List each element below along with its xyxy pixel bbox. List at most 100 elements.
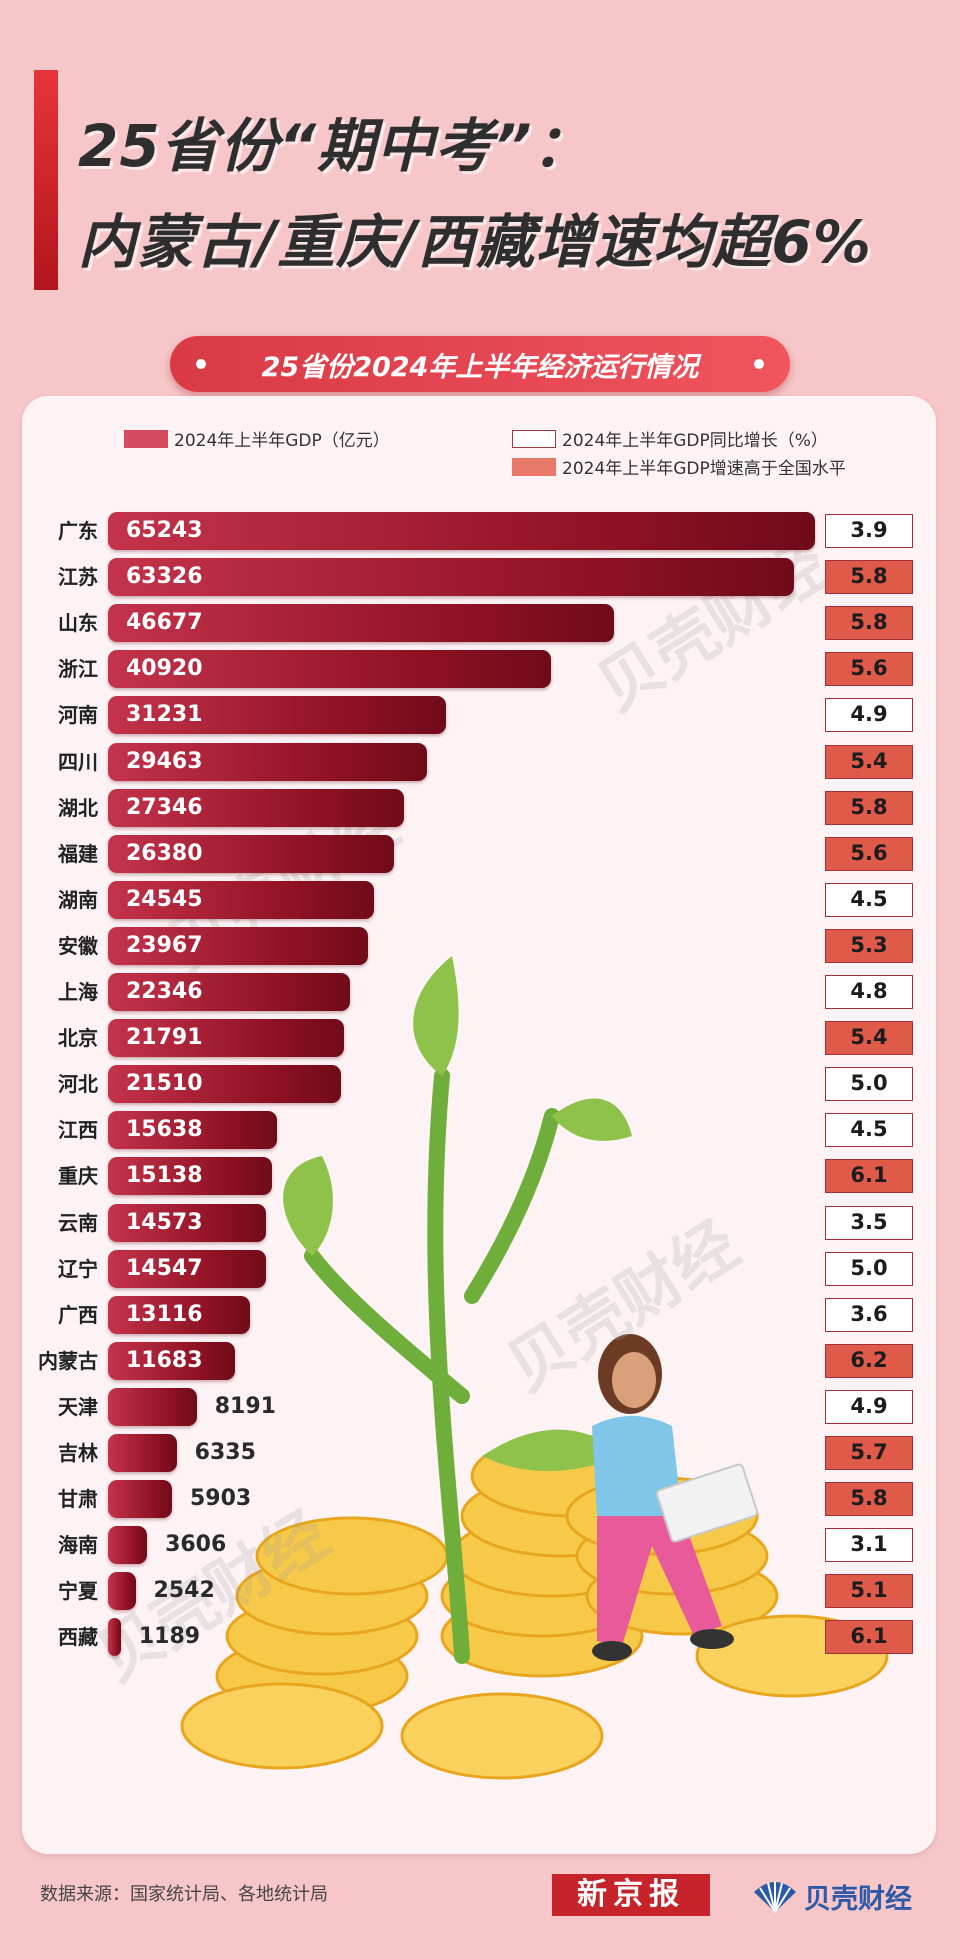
growth-rate-box: 4.9: [825, 1389, 913, 1424]
growth-rate-box: 5.8: [825, 606, 913, 641]
legend-label-gdp: 2024年上半年GDP（亿元）: [174, 431, 390, 451]
legend-gdp: 2024年上半年GDP（亿元）: [124, 426, 390, 451]
growth-rate-box: 4.8: [825, 975, 913, 1009]
growth-rate-box: 3.9: [825, 514, 913, 548]
gdp-value-label: 22346: [126, 979, 203, 1004]
growth-rate-box: 6.1: [825, 1159, 913, 1194]
gdp-value-label: 65243: [126, 518, 203, 543]
gdp-bar: [108, 696, 447, 735]
bar-row: 广东 65243 3.9: [22, 508, 936, 554]
province-label: 北京: [58, 1026, 98, 1051]
bar-row: 浙江 40920 5.6: [22, 646, 936, 692]
bar-row: 山东 46677 5.8: [22, 600, 936, 646]
legend-label-above-national: 2024年上半年GDP增速高于全国水平: [562, 459, 846, 479]
plant-coins-illustration: [180, 956, 889, 1780]
chart-card: 贝壳财经 贝壳财经 贝壳财经 贝壳财经 2024年上半年GDP（亿元） 2024…: [22, 396, 936, 1854]
title-line-1: 25省份“期中考”：: [78, 112, 592, 180]
growth-rate-box: 3.1: [825, 1528, 913, 1563]
legend-swatch-gdp: [124, 429, 168, 448]
gdp-value-label: 29463: [126, 748, 203, 774]
bar-row: 西藏 1189 6.1: [22, 1614, 936, 1660]
gdp-value-label: 15138: [126, 1163, 203, 1189]
province-label: 浙江: [58, 657, 98, 682]
gdp-bar: [108, 1203, 266, 1242]
bar-row: 辽宁 14547 5.0: [22, 1246, 936, 1292]
province-label: 天津: [58, 1394, 98, 1419]
bar-row: 湖北 27346 5.8: [22, 785, 936, 831]
gdp-value-label: 8191: [214, 1393, 276, 1419]
gdp-value-label: 2542: [153, 1578, 215, 1604]
growth-rate-box: 5.6: [825, 836, 913, 871]
bar-row: 江苏 63326 5.8: [22, 554, 936, 600]
chart-subtitle-text: 25省份2024年上半年经济运行情况: [261, 351, 699, 383]
gdp-value-label: 21510: [126, 1071, 203, 1097]
growth-rate-box: 4.5: [825, 1113, 913, 1148]
province-label: 湖北: [58, 795, 98, 820]
gdp-value-label: 3606: [165, 1532, 227, 1558]
gdp-value-label: 46677: [126, 610, 203, 636]
bar-row: 河北 21510 5.0: [22, 1061, 936, 1107]
province-label: 吉林: [58, 1441, 98, 1465]
province-label: 江苏: [58, 565, 98, 590]
gdp-value-label: 23967: [126, 932, 203, 958]
gdp-bar: [108, 1249, 266, 1288]
province-label: 江西: [58, 1118, 98, 1143]
pill-dot-right: [754, 359, 764, 369]
bar-row: 重庆 15138 6.1: [22, 1153, 936, 1199]
gdp-bar: [108, 1065, 342, 1104]
legend-label-growth: 2024年上半年GDP同比增长（%）: [562, 431, 828, 451]
gdp-value-label: 27346: [126, 794, 203, 820]
bar-row: 宁夏 2542 5.1: [22, 1568, 936, 1614]
province-label: 广西: [58, 1302, 98, 1327]
gdp-value-label: 5903: [189, 1486, 252, 1512]
province-label: 云南: [58, 1210, 98, 1235]
bar-row: 安徽 23967 5.3: [22, 923, 936, 969]
pill-dot-left: [196, 359, 206, 369]
chart-subtitle: 25省份2024年上半年经济运行情况: [170, 336, 790, 392]
gdp-value-label: 13116: [126, 1301, 203, 1327]
growth-rate-box: 5.3: [825, 928, 913, 963]
gdp-value-label: 63326: [126, 564, 203, 590]
province-label: 安徽: [58, 933, 98, 958]
title-line-2: 内蒙古/重庆/西藏增速均超6%: [78, 208, 872, 276]
bar-row: 江西 15638 4.5: [22, 1107, 936, 1153]
legend-growth: 2024年上半年GDP同比增长（%）: [512, 426, 828, 451]
legend-above-national: 2024年上半年GDP增速高于全国水平: [512, 454, 846, 479]
bar-row: 内蒙古 11683 6.2: [22, 1338, 936, 1384]
growth-rate-box: 6.1: [825, 1620, 913, 1655]
growth-rate-box: 4.5: [825, 882, 913, 917]
gdp-bar: [108, 1434, 177, 1472]
growth-rate-box: 5.6: [825, 652, 913, 687]
bar-row: 广西 13116 3.6: [22, 1292, 936, 1338]
province-label: 四川: [58, 749, 98, 774]
woman-with-laptop: [592, 1334, 759, 1661]
bar-row: 甘肃 5903 5.8: [22, 1476, 936, 1522]
growth-rate-box: 6.2: [825, 1343, 913, 1378]
bar-row: 天津 8191 4.9: [22, 1384, 936, 1430]
growth-rate-box: 5.4: [825, 744, 913, 779]
bar-row: 湖南 24545 4.5: [22, 877, 936, 923]
legend-swatch-growth: [512, 429, 556, 448]
plant: [304, 1068, 560, 1664]
gdp-bar: [108, 834, 394, 873]
growth-rate-box: 3.5: [825, 1205, 913, 1240]
province-label: 辽宁: [58, 1256, 98, 1281]
province-label: 湖南: [58, 887, 98, 912]
gdp-value-label: 6335: [194, 1440, 256, 1465]
gdp-bar: [108, 1341, 235, 1380]
gdp-value-label: 21791: [126, 1025, 203, 1051]
province-label: 重庆: [58, 1164, 98, 1189]
gdp-bar: [108, 1526, 148, 1565]
bar-row: 上海 22346 4.8: [22, 969, 936, 1015]
beike-logo: 贝壳财经: [752, 1874, 912, 1918]
growth-rate-box: 5.8: [825, 560, 913, 595]
growth-rate-box: 5.0: [825, 1067, 913, 1102]
gdp-bar: [108, 604, 614, 643]
bar-row: 北京 21791 5.4: [22, 1015, 936, 1061]
growth-rate-box: 5.0: [825, 1251, 913, 1286]
gdp-bar: [108, 1480, 172, 1519]
growth-rate-box: 4.9: [825, 698, 913, 733]
data-source: 数据来源：国家统计局、各地统计局: [40, 1884, 328, 1905]
growth-rate-box: 5.4: [825, 1021, 913, 1056]
province-label: 广东: [58, 519, 98, 543]
